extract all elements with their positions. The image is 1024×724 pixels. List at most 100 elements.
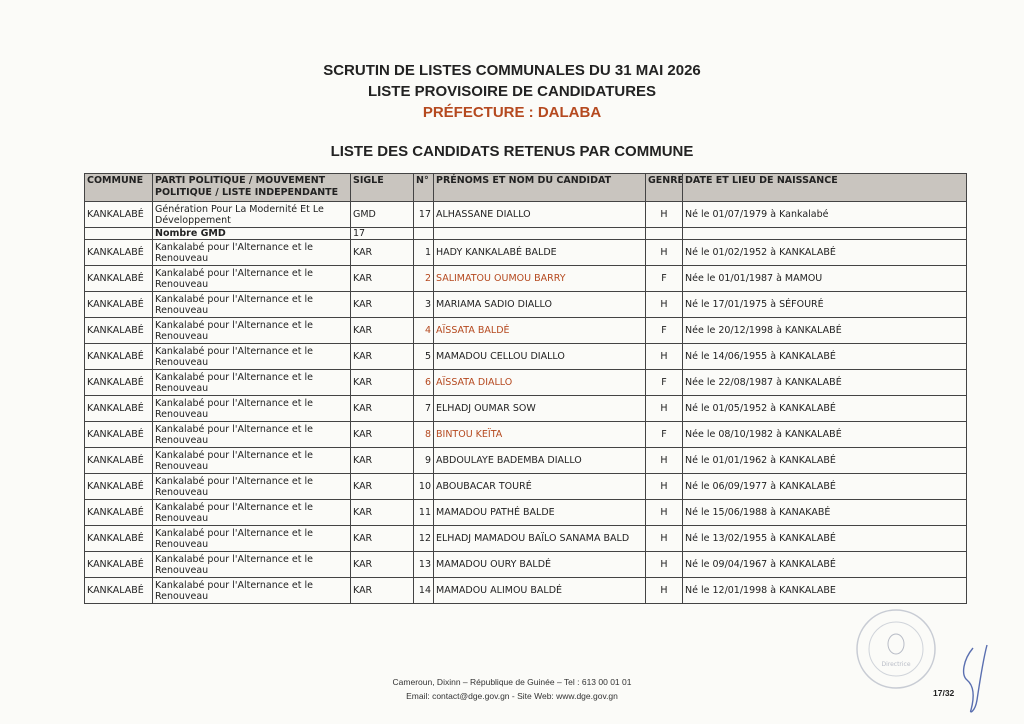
cell-genre: F (645, 369, 683, 396)
cell-nom: AÏSSATA DIALLO (433, 369, 646, 396)
cell-num: 9 (413, 447, 434, 474)
cell-genre: H (645, 343, 683, 370)
cell-num: 3 (413, 291, 434, 318)
table-row: KANKALABÉ Kankalabé pour l'Alternance et … (84, 343, 967, 370)
cell-num: 14 (413, 577, 434, 604)
list-title: LISTE PROVISOIRE DE CANDIDATURES (367, 83, 657, 100)
cell-commune: KANKALABÉ (84, 395, 153, 422)
cell-genre: F (645, 265, 683, 292)
column-header: SIGLE (350, 173, 414, 202)
cell-nom: MAMADOU CELLOU DIALLO (433, 343, 646, 370)
column-header: GENRE (645, 173, 683, 202)
cell-nom: ELHADJ OUMAR SOW (433, 395, 646, 422)
cell-naissance: Née le 20/12/1998 à KANKALABÉ (682, 317, 967, 344)
candidates-table: COMMUNE PARTI POLITIQUE / MOUVEMENT POLIT… (84, 173, 967, 604)
cell-commune: KANKALABÉ (84, 291, 153, 318)
cell-commune: KANKALABÉ (84, 577, 153, 604)
cell-num: 8 (413, 421, 434, 448)
cell-num: 5 (413, 343, 434, 370)
subtotal-label: Nombre GMD (152, 227, 351, 240)
cell-genre: H (645, 395, 683, 422)
table-row: KANKALABÉ Génération Pour La Modernité Et… (84, 201, 967, 228)
cell-commune: KANKALABÉ (84, 369, 153, 396)
page-number: 17/32 (933, 688, 955, 698)
cell-nom: ELHADJ MAMADOU BAÏLO SANAMA BALD (433, 525, 646, 552)
cell-sigle: KAR (350, 525, 414, 552)
cell-parti: Kankalabé pour l'Alternance et le Renouv… (152, 577, 351, 604)
cell-sigle: KAR (350, 473, 414, 500)
cell-num: 2 (413, 265, 434, 292)
section-title: LISTE DES CANDIDATS RETENUS PAR COMMUNE (330, 143, 694, 160)
column-header: PRÉNOMS ET NOM DU CANDIDAT (433, 173, 646, 202)
cell-parti: Kankalabé pour l'Alternance et le Renouv… (152, 239, 351, 266)
cell-nom: HADY KANKALABÉ BALDE (433, 239, 646, 266)
column-header: COMMUNE (84, 173, 153, 202)
table-row: KANKALABÉ Kankalabé pour l'Alternance et … (84, 447, 967, 474)
cell-parti: Kankalabé pour l'Alternance et le Renouv… (152, 447, 351, 474)
cell-genre: H (645, 201, 683, 228)
cell-nom: MAMADOU PATHÉ BALDE (433, 499, 646, 526)
cell-commune: KANKALABÉ (84, 499, 153, 526)
table-row: KANKALABÉ Kankalabé pour l'Alternance et … (84, 499, 967, 526)
table-row: KANKALABÉ Kankalabé pour l'Alternance et … (84, 291, 967, 318)
cell-commune: KANKALABÉ (84, 473, 153, 500)
cell-nom: ALHASSANE DIALLO (433, 201, 646, 228)
cell-commune: KANKALABÉ (84, 239, 153, 266)
cell-nom: MAMADOU OURY BALDÉ (433, 551, 646, 578)
subtotal-row: Nombre GMD 17 (84, 227, 967, 240)
cell-empty (645, 227, 683, 240)
subtotal-value: 17 (350, 227, 414, 240)
cell-parti: Kankalabé pour l'Alternance et le Renouv… (152, 499, 351, 526)
cell-parti: Kankalabé pour l'Alternance et le Renouv… (152, 369, 351, 396)
cell-num: 6 (413, 369, 434, 396)
cell-naissance: Né le 06/09/1977 à KANKALABÉ (682, 473, 967, 500)
table-row: KANKALABÉ Kankalabé pour l'Alternance et … (84, 577, 967, 604)
cell-num: 1 (413, 239, 434, 266)
cell-sigle: KAR (350, 551, 414, 578)
official-seal-icon: Directrice (856, 609, 936, 689)
cell-sigle: GMD (350, 201, 414, 228)
cell-parti: Kankalabé pour l'Alternance et le Renouv… (152, 473, 351, 500)
cell-naissance: Né le 09/04/1967 à KANKALABÉ (682, 551, 967, 578)
cell-num: 12 (413, 525, 434, 552)
cell-genre: H (645, 473, 683, 500)
cell-naissance: Né le 13/02/1955 à KANKALABÉ (682, 525, 967, 552)
cell-genre: F (645, 317, 683, 344)
cell-sigle: KAR (350, 421, 414, 448)
cell-sigle: KAR (350, 577, 414, 604)
footer-address: Cameroun, Dixinn – République de Guinée … (392, 677, 632, 687)
cell-nom: MAMADOU ALIMOU BALDÉ (433, 577, 646, 604)
cell-genre: H (645, 499, 683, 526)
cell-commune: KANKALABÉ (84, 201, 153, 228)
cell-num: 17 (413, 201, 434, 228)
cell-nom: MARIAMA SADIO DIALLO (433, 291, 646, 318)
cell-num: 13 (413, 551, 434, 578)
cell-parti: Kankalabé pour l'Alternance et le Renouv… (152, 343, 351, 370)
cell-genre: H (645, 291, 683, 318)
cell-naissance: Née le 22/08/1987 à KANKALABÉ (682, 369, 967, 396)
cell-genre: H (645, 447, 683, 474)
cell-sigle: KAR (350, 395, 414, 422)
cell-naissance: Née le 08/10/1982 à KANKALABÉ (682, 421, 967, 448)
election-title: SCRUTIN DE LISTES COMMUNALES DU 31 MAI 2… (323, 62, 701, 79)
signature-icon (962, 644, 988, 713)
cell-sigle: KAR (350, 291, 414, 318)
cell-num: 10 (413, 473, 434, 500)
cell-sigle: KAR (350, 499, 414, 526)
cell-naissance: Née le 01/01/1987 à MAMOU (682, 265, 967, 292)
cell-naissance: Né le 14/06/1955 à KANKALABÉ (682, 343, 967, 370)
cell-commune: KANKALABÉ (84, 447, 153, 474)
column-header: DATE ET LIEU DE NAISSANCE (682, 173, 967, 202)
cell-parti: Génération Pour La Modernité Et Le Dével… (152, 201, 351, 228)
cell-sigle: KAR (350, 447, 414, 474)
cell-naissance: Né le 12/01/1998 à KANKALABE (682, 577, 967, 604)
column-header: PARTI POLITIQUE / MOUVEMENT POLITIQUE / … (152, 173, 351, 202)
cell-genre: F (645, 421, 683, 448)
cell-naissance: Né le 17/01/1975 à SÉFOURÉ (682, 291, 967, 318)
cell-parti: Kankalabé pour l'Alternance et le Renouv… (152, 525, 351, 552)
cell-commune: KANKALABÉ (84, 551, 153, 578)
cell-naissance: Né le 01/07/1979 à Kankalabé (682, 201, 967, 228)
cell-nom: ABDOULAYE BADEMBA DIALLO (433, 447, 646, 474)
cell-parti: Kankalabé pour l'Alternance et le Renouv… (152, 551, 351, 578)
svg-text:Directrice: Directrice (881, 661, 910, 668)
